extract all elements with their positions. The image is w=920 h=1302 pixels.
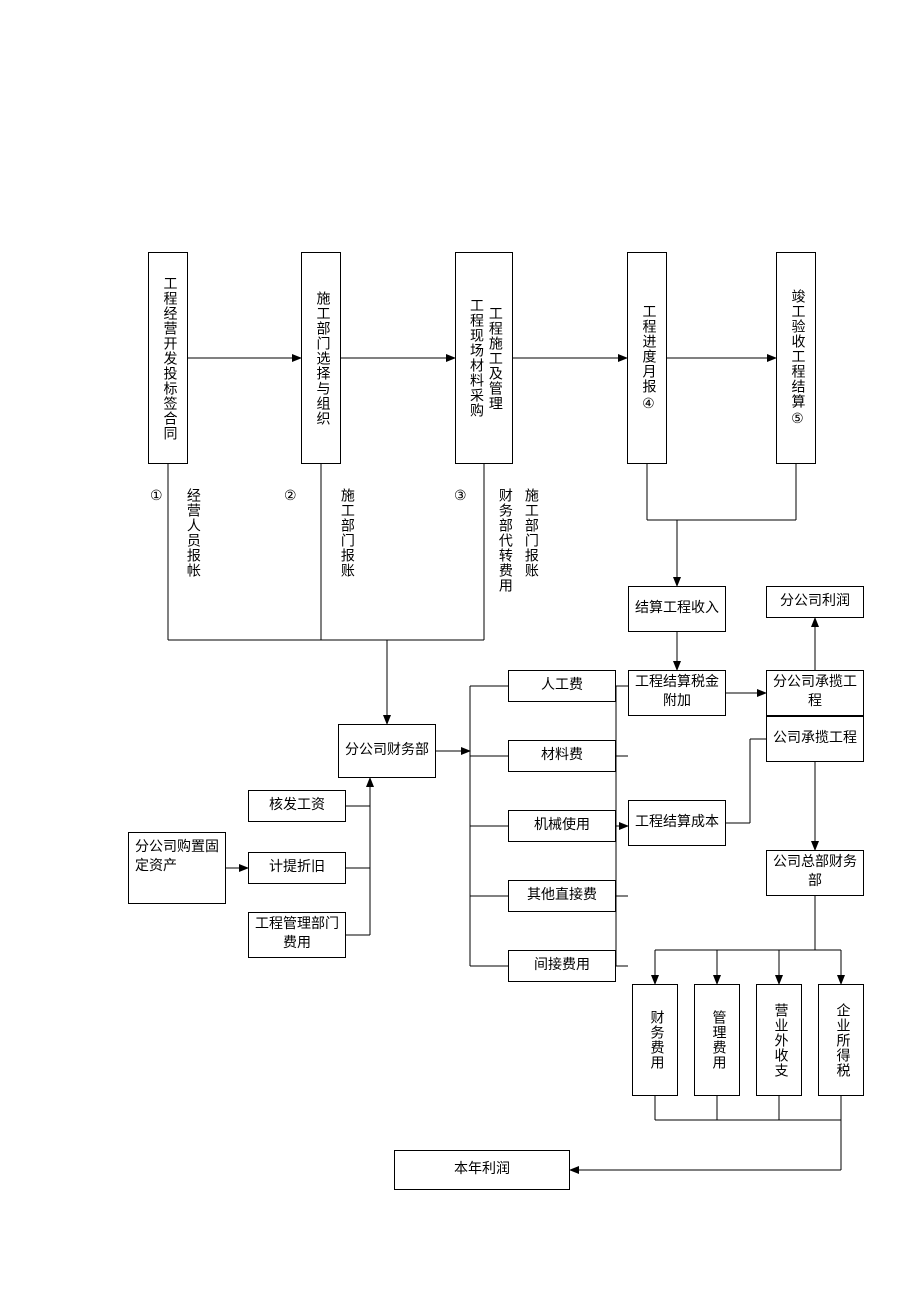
node-corptax: 企业所得税: [818, 984, 864, 1096]
node-wages: 核发工资: [248, 790, 346, 822]
node-subcontract: 分公司承揽工程: [766, 670, 864, 716]
label-lab2: 施工部门报账: [336, 488, 355, 578]
label-lab1: 经营人员报帐: [182, 488, 201, 578]
node-n1: 工程经营开发投标签合同: [148, 252, 188, 464]
node-hqfinance: 公司总部财务部: [766, 850, 864, 896]
node-hqcontract: 公司承揽工程: [766, 716, 864, 762]
node-n3-a: 工程现场材料采购: [465, 298, 484, 418]
label-num2: ②: [284, 488, 297, 507]
node-n3: 工程现场材料采购 工程施工及管理: [455, 252, 513, 464]
node-labor: 人工费: [508, 670, 616, 702]
node-machine: 机械使用: [508, 810, 616, 842]
node-finexp: 财务费用: [632, 984, 678, 1096]
node-finance: 分公司财务部: [338, 724, 436, 778]
node-otherdirect: 其他直接费: [508, 880, 616, 912]
node-income: 结算工程收入: [628, 586, 726, 632]
node-n5: 竣工验收工程结算⑤: [776, 252, 816, 464]
flowchart-canvas: 工程经营开发投标签合同 施工部门选择与组织 工程现场材料采购 工程施工及管理 工…: [0, 0, 920, 1302]
node-material: 材料费: [508, 740, 616, 772]
node-n4: 工程进度月报④: [627, 252, 667, 464]
node-depr: 计提折旧: [248, 852, 346, 884]
label-lab3a: 财务部代转费用: [494, 488, 513, 593]
node-indirect: 间接费用: [508, 950, 616, 982]
node-mgmtfee: 工程管理部门费用: [248, 912, 346, 958]
connector-layer: [0, 0, 920, 1302]
node-n2: 施工部门选择与组织: [301, 252, 341, 464]
node-cost: 工程结算成本: [628, 800, 726, 846]
node-subprofit: 分公司利润: [766, 586, 864, 618]
node-tax: 工程结算税金附加: [628, 670, 726, 716]
label-lab3b: 施工部门报账: [520, 488, 539, 578]
node-nonop: 营业外收支: [756, 984, 802, 1096]
label-num3: ③: [454, 488, 467, 507]
node-assets: 分公司购置固定资产: [128, 832, 226, 904]
node-mgmtexp: 管理费用: [694, 984, 740, 1096]
node-netprofit: 本年利润: [394, 1150, 570, 1190]
label-num1: ①: [150, 488, 163, 507]
node-n3-b: 工程施工及管理: [484, 306, 503, 411]
